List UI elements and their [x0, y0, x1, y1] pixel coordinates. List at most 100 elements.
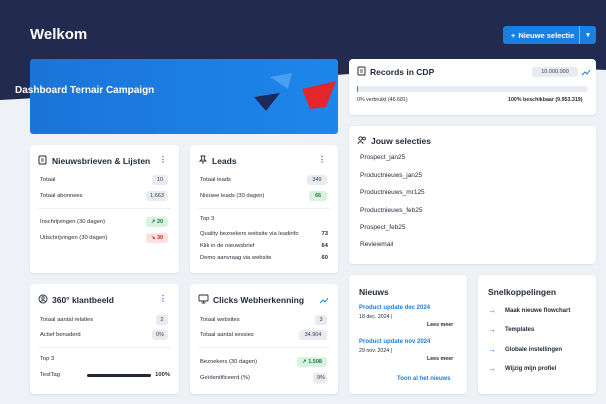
newsletters-card [30, 145, 179, 273]
document-icon [357, 66, 366, 76]
arrow-right-icon: → [488, 306, 496, 315]
visitors-badge: ↗ 1.508 [297, 357, 327, 367]
websites-total-label: Totaal websites [200, 317, 240, 323]
trend-up-icon [581, 69, 591, 76]
newsletters-total-label: Totaal [40, 177, 56, 183]
tag-value: 100% [155, 372, 170, 378]
leads-card [190, 145, 338, 273]
banner-shape-red [302, 81, 336, 109]
selection-item[interactable]: Prospect_feb25 [360, 224, 406, 231]
relations-total-value: 2 [156, 315, 168, 325]
divider [38, 347, 171, 348]
news-title: Nieuws [359, 287, 389, 297]
relations-total-label: Totaal aantal relaties [40, 317, 94, 323]
leads-new-value: 66 [309, 191, 327, 201]
plus-icon: + [511, 30, 516, 40]
leads-total-label: Totaal leads [200, 177, 231, 183]
records-used: 0% verbruikt (46.681) [357, 97, 408, 103]
arrow-up-icon: ↗ [302, 359, 307, 365]
divider [198, 208, 330, 209]
leads-top-item-label: Demo aanvraag via website [200, 255, 272, 261]
people-icon [357, 136, 366, 145]
unsubscriptions-value: 30 [157, 235, 164, 241]
leads-title: Leads [212, 156, 237, 166]
leads-new-label: Nieuwe leads (30 dagen) [200, 193, 265, 199]
newsletters-title: Nieuwsbrieven & Lijsten [52, 156, 151, 166]
arrow-up-icon: ↗ [150, 219, 156, 225]
unsubscriptions-label: Uitschrijvingen (30 dagen) [40, 235, 108, 241]
new-selection-main[interactable]: + Nieuwe selectie [503, 31, 579, 40]
visitors-value: 1.508 [308, 359, 322, 365]
leads-top-item-label: Quality bezoekers website via leadinfo [200, 231, 299, 237]
selection-item[interactable]: Productnieuws_jan25 [360, 172, 423, 179]
visitors-label: Bezoekers (30 dagen) [200, 359, 258, 365]
leads-top-item-value: 73 [321, 231, 328, 237]
selection-item[interactable]: Productnieuws_mr125 [360, 189, 425, 196]
news-read-more[interactable]: Lees meer [427, 322, 454, 328]
news-card [349, 275, 467, 394]
arrow-right-icon: → [488, 364, 496, 373]
subscriptions-value: 20 [157, 219, 164, 225]
sessions-total-value: 34.904 [299, 330, 327, 340]
leads-top-label: Top 3 [200, 216, 215, 222]
selection-item[interactable]: Productnieuws_feb25 [360, 207, 423, 214]
news-item-title[interactable]: Product update nov 2024 [359, 339, 431, 345]
banner-shapes [254, 73, 336, 111]
webrecognition-title: Clicks Webherkenning [213, 295, 305, 305]
active-approached-value: 0% [152, 330, 168, 340]
trend-up-icon [319, 297, 329, 304]
more-options-icon[interactable]: ⋮ [318, 155, 326, 164]
newsletter-icon [38, 155, 47, 165]
page-title: Welkom [30, 26, 88, 43]
selections-title: Jouw selecties [371, 136, 432, 146]
selection-item[interactable]: Prospect_jan25 [360, 154, 406, 161]
leads-top-item-value: 64 [321, 243, 328, 249]
arrow-right-icon: → [488, 325, 496, 334]
shortcut-link[interactable]: Maak nieuwe flowchart [505, 308, 571, 314]
banner-title: Dashboard Ternair Campaign [15, 85, 155, 96]
shortcuts-card [478, 275, 596, 394]
chevron-down-icon[interactable]: ▾ [579, 26, 596, 44]
news-item-title[interactable]: Product update dec 2024 [359, 305, 431, 311]
new-selection-button[interactable]: + Nieuwe selectie ▾ [503, 26, 596, 44]
selection-item[interactable]: Reviewmail [360, 241, 394, 248]
campaign-banner[interactable] [30, 59, 338, 134]
identified-value: 9% [313, 373, 327, 383]
shortcuts-title: Snelkoppelingen [488, 287, 557, 297]
shortcut-link[interactable]: Globale instellingen [505, 347, 563, 353]
customer360-title: 360° klantbeeld [52, 295, 114, 305]
identified-label: Geïdentificeerd (%) [200, 375, 250, 381]
pin-icon [198, 155, 208, 164]
more-options-icon[interactable]: ⋮ [159, 155, 167, 164]
banner-shape-dark [254, 93, 280, 111]
more-options-icon[interactable]: ⋮ [159, 294, 167, 303]
selections-card [349, 126, 596, 264]
records-progress [357, 86, 588, 92]
leads-top-item-label: Klik in de nieuwsbrief [200, 243, 255, 249]
news-read-more[interactable]: Lees meer [427, 356, 454, 362]
divider [198, 347, 330, 348]
leads-top-item-value: 60 [321, 255, 328, 261]
records-available: 100% beschikbaar (9.953.319) [508, 97, 583, 103]
all-news-link[interactable]: Toon al het nieuws [397, 376, 451, 382]
websites-total-value: 3 [315, 315, 327, 325]
newsletters-subscribers-value: 1.663 [146, 191, 168, 201]
records-progress-fill [357, 86, 359, 92]
tag-label: TestTag [40, 372, 60, 378]
arrow-right-icon: → [488, 345, 496, 354]
newsletters-total-value: 10 [152, 175, 168, 185]
sessions-total-label: Totaal aantal sessies [200, 332, 254, 338]
newsletters-subscribers-label: Totaal abonnees [40, 193, 83, 199]
shortcut-link[interactable]: Templates [505, 327, 535, 333]
divider [38, 208, 171, 209]
records-total: 10.000.000 [532, 67, 578, 77]
shortcut-link[interactable]: Wijzig mijn profiel [505, 366, 557, 372]
customer360-top-label: Top 3 [40, 356, 55, 362]
active-approached-label: Actief benaderd [40, 332, 81, 338]
records-title: Records in CDP [370, 67, 435, 77]
tag-progress-fill [87, 374, 151, 377]
news-item-date: 18 dec. 2024 | [359, 314, 393, 320]
banner-shape-light [270, 73, 292, 89]
news-item-date: 29 nov. 2024 | [359, 348, 393, 354]
unsubscriptions-badge: ↘ 30 [146, 233, 168, 243]
